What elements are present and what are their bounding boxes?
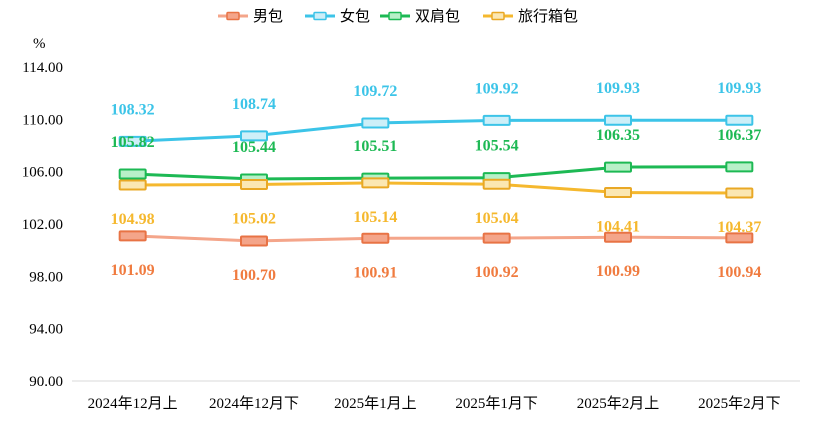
- y-axis-unit-label: %: [33, 36, 46, 52]
- data-label: 105.14: [353, 209, 397, 226]
- y-tick-label: 90.00: [29, 374, 63, 390]
- data-label: 101.09: [111, 262, 155, 279]
- x-tick-label: 2024年12月上: [88, 395, 178, 412]
- data-label: 100.91: [353, 264, 397, 281]
- legend-label: 女包: [340, 7, 370, 25]
- data-point-marker: [482, 232, 511, 244]
- data-label: 105.54: [475, 138, 519, 155]
- data-point-marker: [604, 114, 632, 126]
- data-label: 106.37: [717, 127, 761, 144]
- data-point-marker: [118, 179, 147, 191]
- x-tick-label: 2025年1月上: [334, 395, 417, 412]
- y-tick-label: 102.00: [22, 217, 63, 233]
- data-point-marker: [604, 186, 632, 198]
- legend: 男包 女包 双肩包 旅行箱包: [218, 7, 578, 25]
- data-label: 104.37: [717, 219, 761, 236]
- legend-marker-swatch: [388, 11, 402, 21]
- data-label: 100.99: [596, 263, 640, 280]
- legend-label: 双肩包: [415, 7, 460, 25]
- y-tick-label: 94.00: [29, 322, 63, 338]
- data-point-marker: [240, 130, 268, 142]
- data-label: 105.04: [475, 210, 519, 227]
- data-point-marker: [118, 135, 147, 147]
- series-line: [132, 118, 740, 143]
- series-markers: [118, 114, 754, 247]
- legend-label: 旅行箱包: [518, 7, 578, 25]
- legend-item: 旅行箱包: [483, 7, 578, 25]
- data-point-marker: [240, 178, 268, 190]
- y-tick-label: 98.00: [29, 269, 63, 285]
- data-label: 105.82: [111, 134, 155, 151]
- y-tick-label: 110.00: [22, 112, 63, 128]
- x-tick-label: 2025年2月上: [577, 395, 660, 412]
- data-label: 109.93: [717, 80, 761, 97]
- data-point-marker: [361, 232, 390, 244]
- data-label: 100.92: [475, 264, 519, 281]
- data-label: 100.70: [232, 267, 276, 284]
- data-point-marker: [118, 230, 147, 242]
- data-point-marker: [482, 178, 511, 190]
- series-line: [132, 181, 740, 195]
- legend-marker-swatch: [226, 11, 240, 21]
- data-label: 109.92: [475, 80, 519, 97]
- data-label: 100.94: [717, 264, 761, 281]
- data-label: 108.74: [232, 96, 276, 113]
- legend-marker-swatch: [313, 11, 327, 21]
- series-lines: [132, 118, 740, 243]
- y-tick-label: 114.00: [22, 60, 63, 76]
- data-label: 105.44: [232, 139, 276, 156]
- data-point-marker: [604, 161, 632, 173]
- legend-label: 男包: [253, 7, 283, 25]
- data-label: 109.72: [353, 83, 397, 100]
- data-label: 108.32: [111, 101, 155, 118]
- data-point-marker: [361, 177, 390, 189]
- legend-marker-swatch: [491, 11, 505, 21]
- y-tick-label: 106.00: [22, 165, 63, 181]
- series-line: [132, 165, 740, 181]
- data-point-marker: [725, 187, 754, 199]
- series-line: [132, 234, 740, 243]
- data-labels: 101.09 100.70 100.91 100.92 100.99 100.94 108.…: [111, 80, 762, 284]
- legend-item: 男包: [218, 7, 283, 25]
- x-tick-label: 2024年12月下: [209, 395, 299, 412]
- data-point-marker: [482, 114, 511, 126]
- data-label: 105.02: [232, 210, 276, 227]
- x-tick-label: 2025年2月下: [698, 395, 781, 412]
- data-label: 105.51: [353, 138, 397, 155]
- legend-item: 双肩包: [380, 7, 460, 25]
- legend-item: 女包: [305, 7, 370, 25]
- x-axis: 2024年12月上 2024年12月下 2025年1月上 2025年1月下 2025年2…: [88, 395, 781, 412]
- data-label: 106.35: [596, 127, 640, 144]
- data-point-marker: [604, 231, 632, 243]
- data-point-marker: [240, 235, 268, 247]
- data-point-marker: [725, 114, 754, 126]
- y-axis: 90.00 94.00 98.00 102.00 106.00 110.00 114.00: [22, 60, 63, 390]
- data-point-marker: [118, 168, 147, 180]
- data-label: 104.98: [111, 211, 155, 228]
- data-label: 109.93: [596, 80, 640, 97]
- x-tick-label: 2025年1月下: [455, 395, 538, 412]
- data-point-marker: [725, 161, 754, 173]
- data-label: 104.41: [596, 218, 640, 235]
- data-point-marker: [725, 232, 754, 244]
- data-point-marker: [361, 117, 390, 129]
